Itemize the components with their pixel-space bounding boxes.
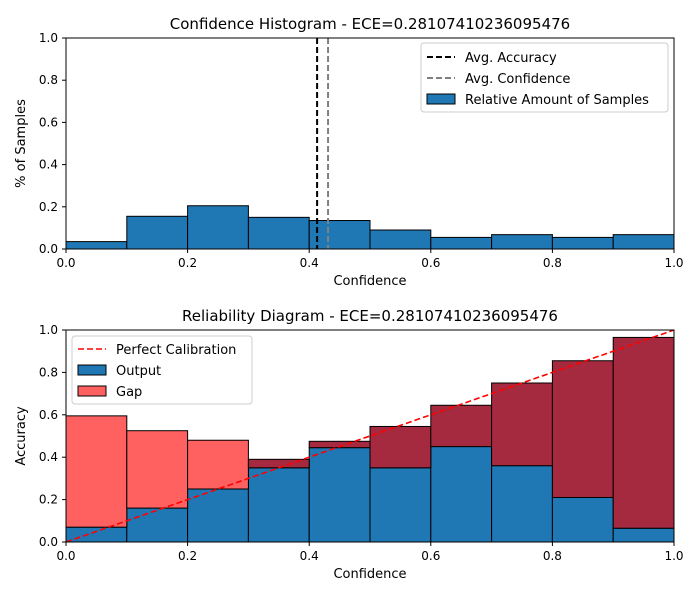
- legend-label: Output: [116, 364, 161, 379]
- y-axis-label: % of Samples: [14, 99, 29, 188]
- histogram-bar: [247, 216, 310, 250]
- y-tick-label: 1.0: [39, 323, 58, 337]
- axes-frame: [65, 37, 675, 250]
- x-axis-label: Confidence: [333, 274, 406, 289]
- histogram-bar: [126, 215, 189, 250]
- legend-bar-swatch: [77, 385, 107, 397]
- output-bar: [430, 446, 493, 543]
- output-bar: [369, 467, 432, 543]
- x-tick-label: 0.6: [421, 549, 440, 563]
- y-tick-label: 0.4: [39, 450, 58, 464]
- histogram-bar: [491, 234, 553, 250]
- gap-bar: [369, 425, 432, 469]
- histogram-bar: [308, 220, 371, 250]
- axes-frame: [65, 329, 675, 543]
- legend-label: Gap: [116, 385, 142, 400]
- x-tick-label: 0.4: [300, 256, 319, 270]
- x-tick-label: 0.6: [421, 256, 440, 270]
- x-tick-label: 0.4: [300, 549, 319, 563]
- x-tick-label: 0.8: [543, 256, 562, 270]
- x-tick-label: 0.0: [56, 256, 75, 270]
- y-tick-label: 0.2: [39, 493, 58, 507]
- gap-bar: [430, 404, 493, 448]
- y-tick-label: 0.6: [39, 408, 58, 422]
- histogram-bar: [430, 236, 493, 250]
- legend-label: Perfect Calibration: [116, 343, 236, 358]
- histogram-bar: [551, 236, 614, 250]
- y-tick-label: 0.0: [39, 242, 58, 256]
- y-tick-label: 0.8: [39, 365, 58, 379]
- gap-bar: [65, 415, 128, 528]
- legend-label: Relative Amount of Samples: [465, 93, 649, 108]
- output-bar: [308, 447, 371, 543]
- output-bar: [126, 507, 189, 543]
- y-tick-label: 0.0: [39, 535, 58, 549]
- histogram-bar: [187, 205, 249, 250]
- histogram-bar: [612, 234, 675, 250]
- legend-label: Avg. Accuracy: [465, 51, 557, 66]
- x-tick-label: 0.2: [178, 256, 197, 270]
- histogram-bar: [369, 229, 432, 250]
- output-bar: [65, 526, 128, 543]
- legend-label: Avg. Confidence: [465, 72, 570, 87]
- gap-bar: [491, 382, 553, 467]
- output-bar: [551, 496, 614, 543]
- confidence-histogram-chart: 0.0 0.2 0.4 0.6 0.8 1.0 0.0 0.2 0.4 0.6 0.8 1.0 Conf…: [14, 15, 684, 289]
- gap-bar: [612, 336, 675, 529]
- y-tick-label: 0.2: [39, 200, 58, 214]
- y-axis-label: Accuracy: [14, 406, 29, 466]
- y-tick-label: 0.4: [39, 158, 58, 172]
- gap-bar: [551, 360, 614, 498]
- x-tick-label: 0.8: [543, 549, 562, 563]
- y-tick-label: 1.0: [39, 31, 58, 45]
- x-tick-label: 1.0: [664, 549, 683, 563]
- reliability-diagram-chart: 0.0 0.2 0.4 0.6 0.8 1.0 0.0 0.2 0.4 0.6 0.8 1.0 Reli…: [14, 307, 684, 582]
- x-tick-label: 1.0: [664, 256, 683, 270]
- legend-bar-swatch: [77, 364, 107, 376]
- chart-title: Reliability Diagram - ECE=0.281074102360…: [182, 307, 558, 325]
- gap-bar: [187, 439, 249, 490]
- y-tick-label: 0.6: [39, 115, 58, 129]
- legend-box: [420, 42, 669, 113]
- perfect-calibration-line: [65, 329, 675, 543]
- x-tick-label: 0.2: [178, 549, 197, 563]
- output-bar: [491, 465, 553, 543]
- legend-box: [71, 335, 253, 405]
- histogram-bar: [65, 241, 128, 250]
- x-tick-label: 0.0: [56, 549, 75, 563]
- output-bar: [612, 527, 675, 543]
- legend-bar-swatch: [426, 93, 456, 105]
- chart-title: Confidence Histogram - ECE=0.28107410236…: [170, 15, 570, 33]
- y-tick-label: 0.8: [39, 73, 58, 87]
- gap-bar: [126, 430, 189, 509]
- output-bar: [247, 467, 310, 543]
- x-axis-label: Confidence: [333, 567, 406, 582]
